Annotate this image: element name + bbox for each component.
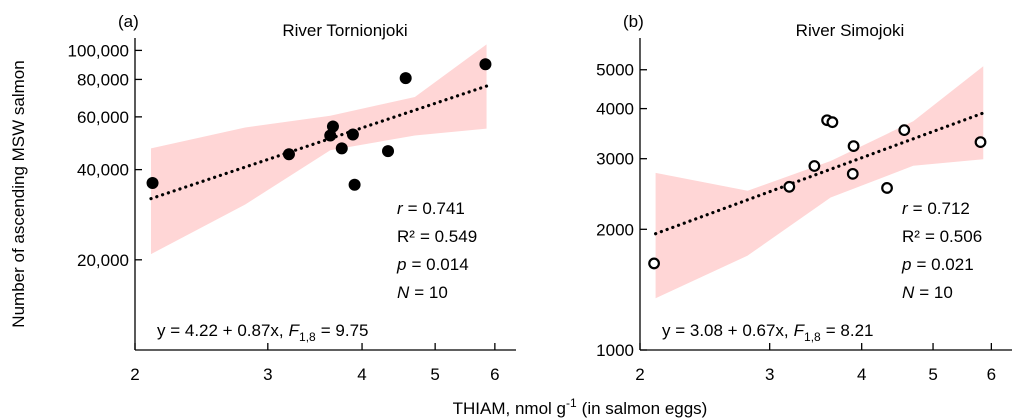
data-point [898,124,911,137]
y-axis-label: Number of ascending MSW salmon [9,60,28,327]
stat-value: = 0.549 [420,227,477,246]
equation: y = 4.22 + 0.87x, F1,8 = 9.75 [157,321,368,344]
y-tick-label: 3000 [596,150,634,169]
equation-f-value: = 9.75 [321,321,369,340]
data-point [974,136,987,149]
x-label-text: THIAM, nmol g [453,399,566,418]
data-point [348,178,361,191]
stat-value: = 0.712 [913,199,970,218]
x-label-suffix: (in salmon eggs) [582,399,708,418]
data-point [282,148,295,161]
data-point [326,120,339,133]
y-tick-label: 60,000 [77,108,129,127]
panel-title: River Tornionjoki [282,21,407,40]
data-point [846,167,859,180]
stat-symbol: N [397,283,410,302]
y-tick-label: 100,000 [68,41,129,60]
panel: 2 3 4 5 6 1000 2000 3000 4000 5000 (b) River Simojo… [596,12,1012,384]
data-point [479,58,492,71]
x-tick-label: 4 [857,365,866,384]
x-tick-label: 3 [263,365,272,384]
data-point [808,160,821,172]
stat-text: N = 10 [397,283,448,302]
data-point [335,142,348,155]
data-point [399,72,412,85]
x-tick-label: 3 [765,365,774,384]
data-point [826,116,839,129]
y-tick-label: 1000 [596,341,634,360]
data-point [783,180,796,193]
data-point [146,176,159,189]
data-point [346,128,359,141]
x-axis-label: THIAM, nmol g-1 (in salmon eggs) [453,396,708,418]
stat-text: p = 0.014 [396,255,469,274]
data-point [881,182,893,194]
stat-symbol: p [396,255,406,274]
stat-value: = 0.014 [411,255,468,274]
x-label-sup: -1 [566,396,577,410]
x-tick-label: 5 [928,365,937,384]
x-tick-label: 2 [635,365,644,384]
y-tick-label: 20,000 [77,251,129,270]
y-tick-label: 4000 [596,100,634,119]
stat-text: N = 10 [902,283,953,302]
stat-text: r = 0.712 [902,199,970,218]
stat-symbol: r [397,199,404,218]
stat-value: = 0.021 [916,255,973,274]
stat-value: = 10 [414,283,448,302]
confidence-band [655,66,984,299]
stat-value: = 0.506 [925,227,982,246]
equation-text: y = 3.08 + 0.67x, [662,321,789,340]
panel-title: River Simojoki [796,21,905,40]
equation-f: F [289,321,301,340]
equation-text: y = 4.22 + 0.87x, [157,321,284,340]
stat-text: R² = 0.549 [397,227,477,246]
x-tick-label: 5 [430,365,439,384]
stat-symbol: N [902,283,915,302]
stat-symbol: r [902,199,909,218]
equation-f-sub: 1,8 [804,330,821,344]
equation-f: F [794,321,806,340]
panel-label: (a) [118,12,139,31]
panel: 2 3 4 5 6 20,000 40,000 60,000 80,000 100,000 (a) R… [9,12,516,384]
fit-line [149,84,489,201]
stat-text: r = 0.741 [397,199,465,218]
stat-value: = 0.741 [408,199,465,218]
y-tick-label: 2000 [596,220,634,239]
x-tick-label: 6 [987,365,996,384]
stat-symbol: R² [397,227,415,246]
data-point [847,140,860,153]
equation-f-sub: 1,8 [299,330,316,344]
panel-label: (b) [623,12,644,31]
equation-f-value: = 8.21 [826,321,874,340]
stat-value: = 10 [919,283,953,302]
data-point [382,145,395,158]
x-tick-label: 2 [130,365,139,384]
stat-text: p = 0.021 [901,255,974,274]
y-tick-label: 80,000 [77,70,129,89]
stat-symbol: R² [902,227,920,246]
y-tick-label: 5000 [596,61,634,80]
equation: y = 3.08 + 0.67x, F1,8 = 8.21 [662,321,873,344]
x-tick-label: 6 [490,365,499,384]
y-tick-label: 40,000 [77,161,129,180]
stat-text: R² = 0.506 [902,227,982,246]
x-tick-label: 4 [357,365,366,384]
stat-symbol: p [901,255,911,274]
data-point [648,257,660,270]
confidence-band [150,44,487,255]
